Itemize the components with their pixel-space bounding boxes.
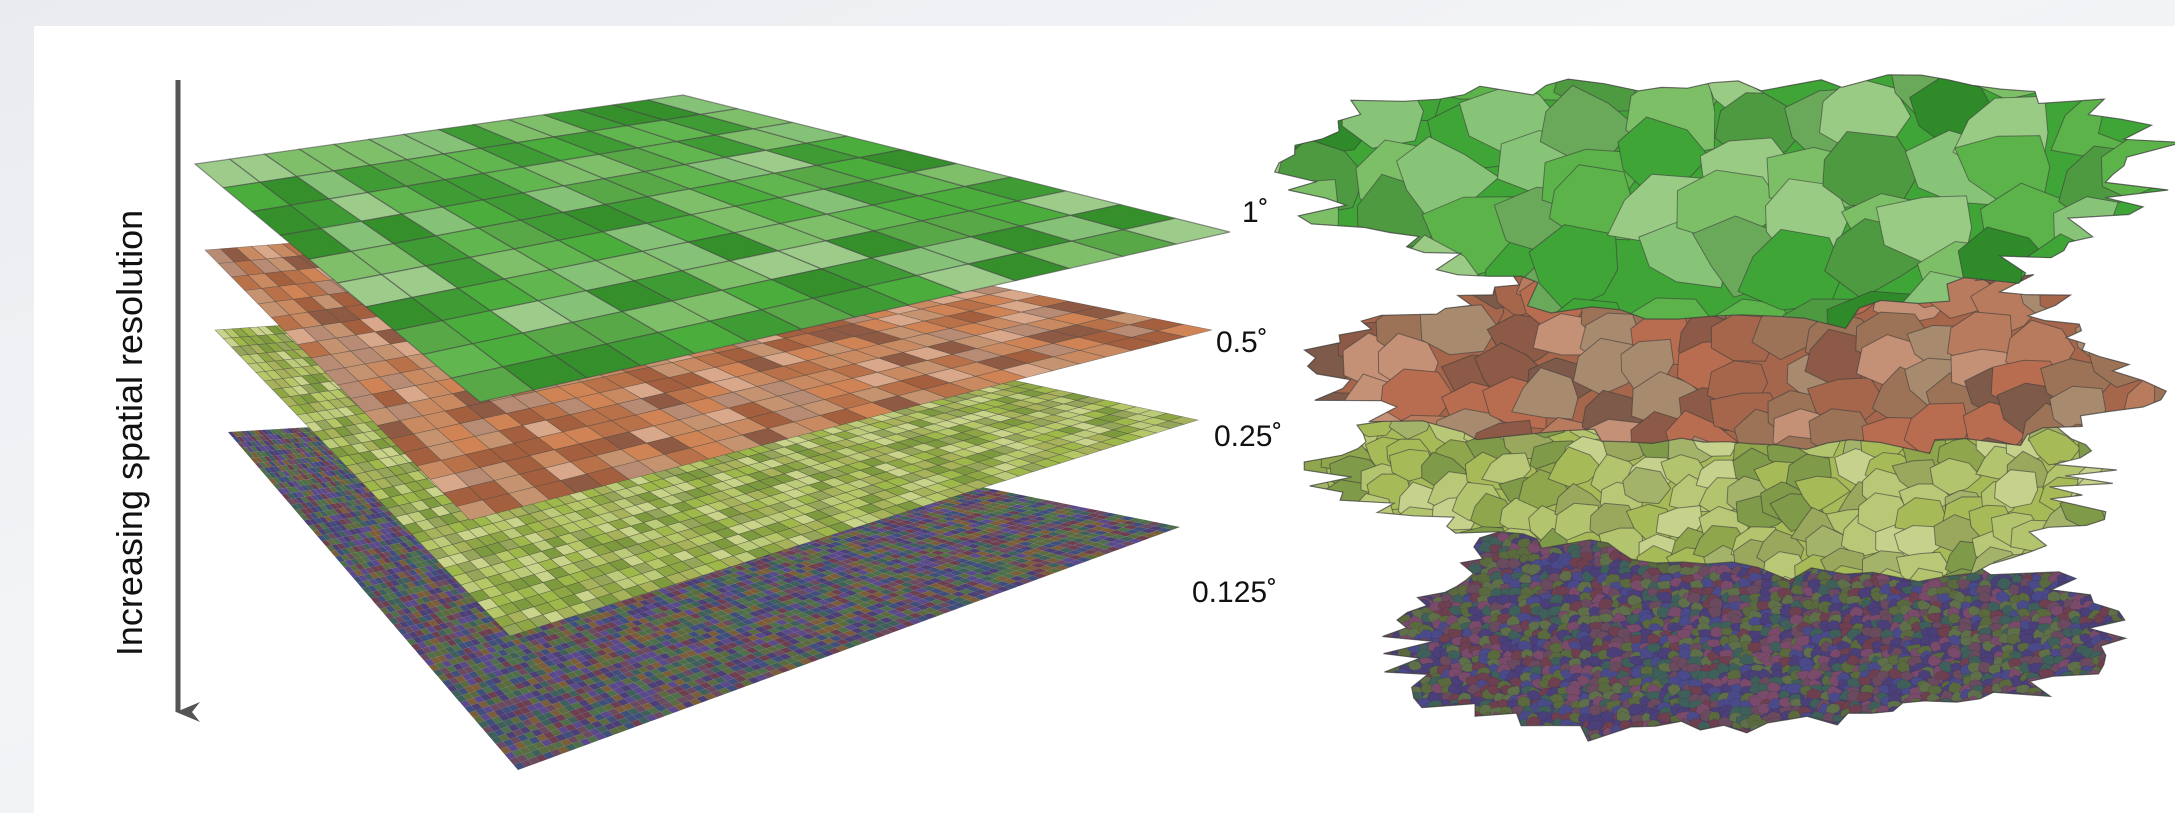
layer-label-0-25deg: 0.25˚ [1214,420,1282,453]
region-layers [1273,74,2175,742]
grid-layer-0 [193,94,1231,403]
layer-label-0-5deg: 0.5˚ [1216,326,1268,359]
region-outline-0 [1273,74,2175,329]
layer-label-1deg: 1˚ [1242,196,1269,229]
resolution-labels: 1˚ 0.5˚ 0.25˚ 0.125˚ [1192,196,1282,609]
grid-layers [193,94,1231,770]
axis-label: Increasing spatial resolution [109,210,150,656]
resolution-axis: Increasing spatial resolution [109,80,200,722]
layer-label-0-125deg: 0.125˚ [1192,576,1277,609]
